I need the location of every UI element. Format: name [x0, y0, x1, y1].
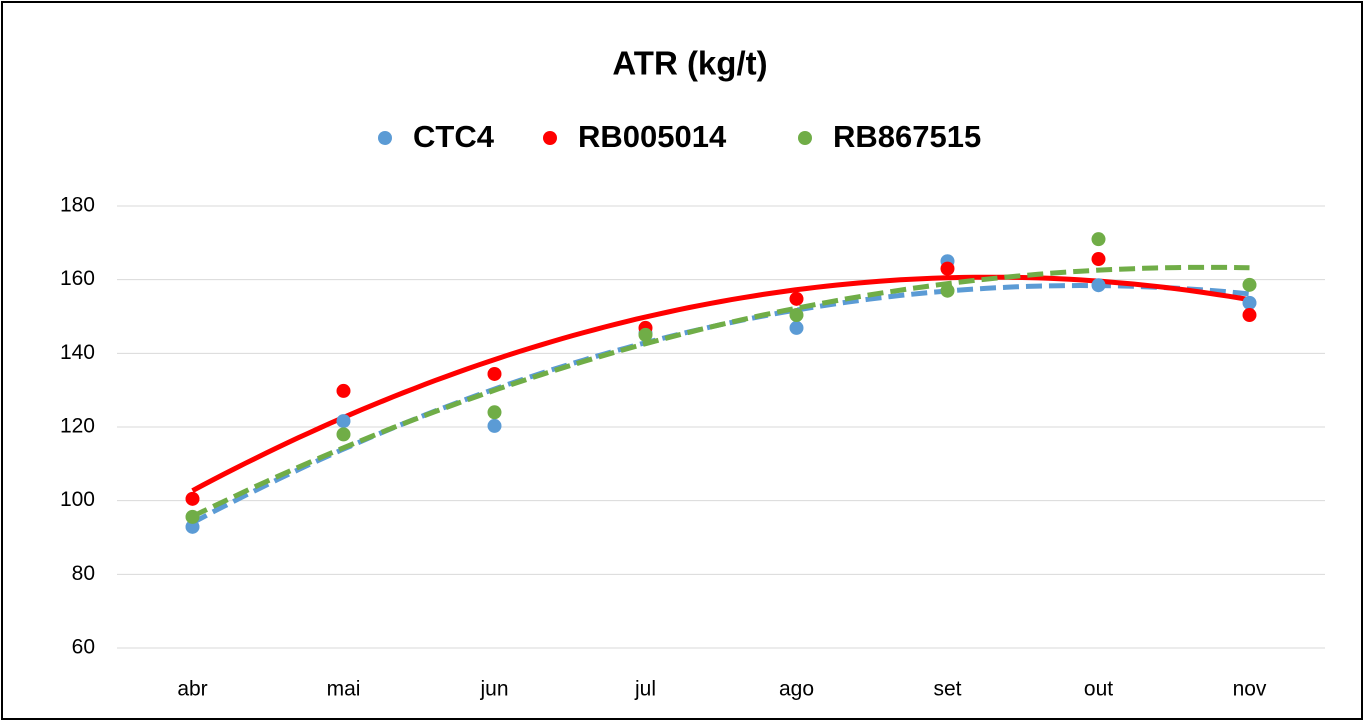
trendline [191, 264, 1250, 519]
legend-marker [543, 131, 557, 145]
x-tick-label: set [933, 678, 961, 701]
y-tick-label: 100 [60, 488, 95, 511]
y-tick-label: 120 [60, 415, 95, 438]
data-point [1091, 232, 1106, 247]
data-point [487, 405, 502, 420]
data-point [1242, 295, 1257, 310]
x-tick-label: jun [479, 678, 508, 701]
data-point [638, 327, 653, 342]
x-tick-label: mai [327, 678, 361, 701]
legend-marker [798, 131, 812, 145]
trendline [191, 274, 1250, 493]
data-point [789, 308, 804, 323]
data-point [336, 427, 351, 442]
legend-marker [378, 131, 392, 145]
data-point [940, 283, 955, 298]
legend-label: RB867515 [833, 119, 981, 154]
y-tick-label: 180 [60, 194, 95, 217]
legend-label: RB005014 [578, 119, 727, 154]
data-point [1242, 277, 1257, 292]
data-point [185, 519, 200, 534]
data-point [940, 261, 955, 276]
x-tick-label: ago [779, 678, 814, 701]
data-point [487, 418, 502, 433]
x-tick-label: abr [177, 678, 207, 701]
data-point [336, 414, 351, 429]
legend-label: CTC4 [413, 119, 495, 154]
data-point [1091, 278, 1106, 293]
x-tick-label: jul [634, 678, 656, 701]
y-tick-label: 160 [60, 267, 95, 290]
x-tick-label: nov [1233, 678, 1267, 701]
data-point [487, 366, 502, 381]
data-point [789, 320, 804, 335]
y-tick-label: 60 [72, 636, 95, 659]
data-point [185, 509, 200, 524]
y-tick-label: 140 [60, 341, 95, 364]
data-point [336, 383, 351, 398]
y-tick-label: 80 [72, 562, 95, 585]
data-point [1091, 252, 1106, 267]
x-tick-label: out [1084, 678, 1113, 701]
data-point [185, 491, 200, 506]
chart-title: ATR (kg/t) [612, 45, 767, 82]
data-point [789, 291, 804, 306]
data-point [1242, 308, 1257, 323]
